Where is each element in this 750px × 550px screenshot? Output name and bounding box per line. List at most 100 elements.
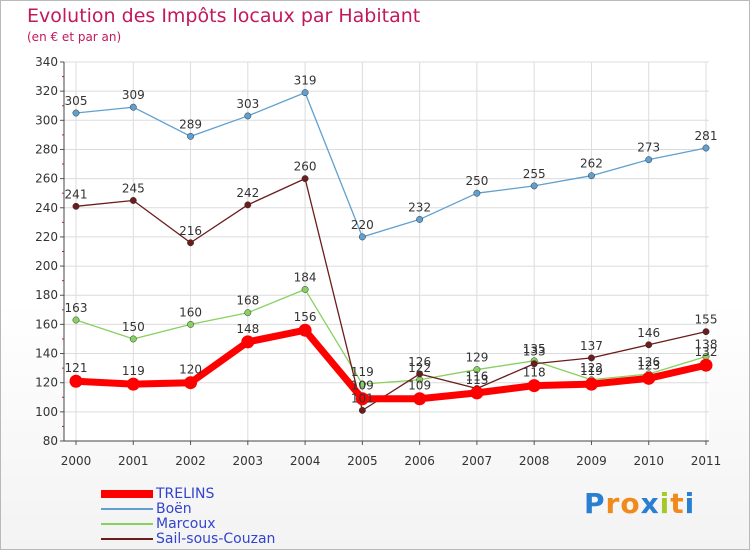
data-label: 132 (695, 345, 718, 359)
data-label: 156 (294, 310, 317, 324)
data-point (702, 144, 710, 152)
data-point (358, 406, 366, 414)
legend-swatch-trelins (101, 490, 153, 498)
data-point (72, 109, 80, 117)
data-point (126, 377, 140, 391)
logo-letter: r (605, 487, 621, 520)
data-label: 123 (637, 358, 660, 372)
x-tick-label: 2000 (61, 454, 92, 468)
data-point (473, 366, 481, 374)
legend-label-boen: Boën (156, 501, 192, 517)
data-point (584, 377, 598, 391)
series-line-1 (75, 91, 707, 238)
data-point (129, 197, 137, 204)
y-tick-label: 320 (35, 84, 58, 98)
data-label: 250 (465, 174, 488, 188)
data-label: 138 (695, 337, 718, 351)
x-tick-label: 2008 (519, 454, 550, 468)
data-label: 126 (637, 355, 660, 369)
proxiti-logo: Proxiti (584, 487, 695, 520)
data-label: 289 (179, 117, 202, 131)
legend-label-trelins: TRELINS (156, 486, 215, 502)
legend-label-marcoux: Marcoux (156, 516, 216, 532)
series-line-2 (75, 288, 707, 385)
data-point (187, 320, 194, 328)
x-tick-label: 2004 (290, 454, 321, 468)
data-label: 116 (465, 370, 488, 384)
x-tick-label: 2010 (633, 454, 664, 468)
data-point (588, 354, 595, 362)
x-tick-label: 2006 (404, 454, 435, 468)
y-tick-label: 260 (35, 172, 58, 186)
data-point (301, 175, 309, 183)
data-label: 241 (65, 187, 88, 201)
data-label: 122 (408, 361, 431, 375)
data-label: 245 (122, 181, 145, 195)
data-point (702, 328, 710, 336)
x-tick-label: 2011 (691, 454, 722, 468)
data-label: 216 (179, 224, 202, 238)
data-point (470, 386, 484, 400)
legend-swatch-sail (101, 538, 153, 540)
data-point (129, 103, 137, 111)
y-tick-label: 240 (35, 201, 58, 215)
logo-letter: i (659, 487, 671, 520)
data-label: 305 (65, 94, 88, 108)
data-point (413, 392, 427, 406)
data-point (527, 379, 541, 393)
y-tick-label: 80 (43, 434, 58, 448)
data-point (241, 335, 255, 349)
x-tick-label: 2005 (347, 454, 378, 468)
data-label: 260 (294, 160, 317, 174)
data-label: 168 (236, 294, 259, 308)
data-label: 150 (122, 320, 145, 334)
series-line-3 (75, 177, 707, 412)
data-label: 273 (637, 141, 660, 155)
y-tick-label: 340 (35, 55, 58, 69)
data-point (645, 156, 653, 164)
data-point (416, 215, 424, 223)
data-label: 135 (523, 342, 546, 356)
data-label: 281 (695, 129, 718, 143)
data-point (184, 376, 198, 390)
data-label: 319 (294, 74, 317, 88)
data-label: 309 (122, 88, 145, 102)
data-point (530, 360, 538, 368)
y-tick-label: 120 (35, 376, 58, 390)
data-point (358, 380, 366, 388)
data-point (72, 316, 80, 324)
data-point (69, 374, 83, 388)
logo-letter: o (620, 487, 641, 520)
chart-title: Evolution des Impôts locaux par Habitant (27, 5, 421, 27)
data-label: 119 (122, 364, 145, 378)
data-label: 148 (236, 322, 259, 336)
x-tick-label: 2001 (118, 454, 149, 468)
logo-letter: i (684, 487, 696, 520)
data-label: 113 (465, 373, 488, 387)
y-tick-label: 160 (35, 317, 58, 331)
data-label: 255 (523, 167, 546, 181)
data-label: 101 (351, 391, 374, 405)
legend-swatch-boen (101, 508, 153, 510)
data-label: 160 (179, 305, 202, 319)
data-label: 122 (580, 361, 603, 375)
data-point (301, 89, 309, 97)
x-tick-label: 2002 (175, 454, 206, 468)
data-label: 303 (236, 97, 259, 111)
plot-area (64, 62, 709, 441)
data-point (187, 239, 194, 247)
data-label: 109 (351, 379, 374, 393)
logo-letter: P (584, 487, 606, 520)
data-point (129, 335, 137, 343)
data-label: 232 (408, 200, 431, 214)
data-point (301, 285, 309, 293)
data-point (530, 182, 538, 190)
data-point (416, 370, 424, 378)
data-point (645, 341, 653, 349)
data-point (642, 371, 656, 385)
y-tick-label: 280 (35, 142, 58, 156)
data-label: 119 (580, 364, 603, 378)
data-point (298, 323, 312, 337)
